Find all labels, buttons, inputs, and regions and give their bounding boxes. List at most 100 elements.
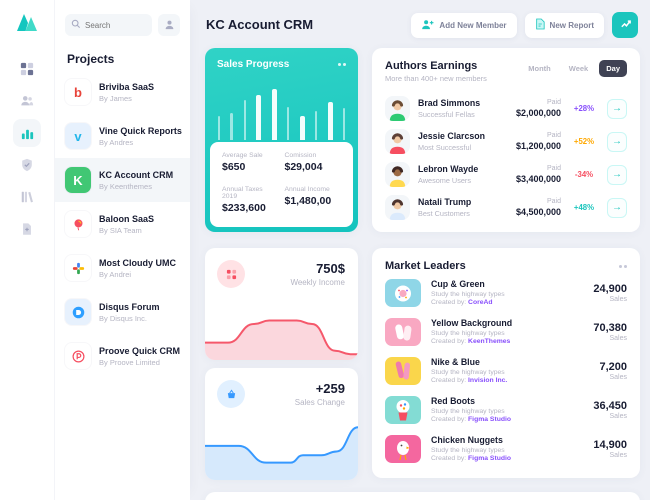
security-icon[interactable]	[13, 151, 41, 179]
project-item[interactable]: Baloon SaaS By SIA Team	[55, 202, 190, 246]
sales-bar	[256, 95, 262, 140]
app-logo-icon[interactable]	[14, 12, 40, 37]
partial-card	[205, 492, 640, 500]
sales-bar	[230, 113, 234, 140]
author-role: Successful Fellas	[418, 110, 475, 119]
weekly-income-label: Weekly Income	[290, 278, 345, 287]
tab-day[interactable]: Day	[599, 60, 627, 77]
sales-label: Sales	[609, 334, 627, 342]
sales-bar	[342, 108, 345, 140]
add-new-member-button[interactable]: Add New Member	[411, 12, 517, 38]
sales-bar	[287, 107, 290, 140]
period-tabs: Month Week Day	[521, 60, 627, 77]
stat-label: Average Sale	[222, 152, 263, 159]
author-row: Jessie Clarcson Most Successful Paid $1,…	[385, 125, 627, 158]
author-detail-button[interactable]: →	[607, 98, 627, 119]
project-owner: By Keenthemes	[99, 181, 152, 191]
product-name: Cup & Green	[431, 279, 485, 289]
product-description: Study the highway types	[431, 329, 505, 337]
project-logo-icon	[65, 255, 91, 281]
project-item[interactable]: K KC Account CRM By Keenthemes	[55, 158, 190, 202]
user-icon	[164, 18, 175, 33]
product-thumbnail	[385, 395, 421, 424]
author-detail-button[interactable]: →	[607, 197, 627, 218]
stat-label: Annual Taxes 2019	[222, 185, 263, 200]
project-item[interactable]: Proove Quick CRM By Proove Limited	[55, 334, 190, 378]
author-row: Brad Simmons Successful Fellas Paid $2,0…	[385, 92, 627, 125]
sales-stat: Average Sale $650	[222, 152, 279, 177]
product-created-by: Created by: Figma Studio	[431, 455, 512, 462]
product-description: Study the highway types	[431, 290, 505, 298]
tab-month[interactable]: Month	[528, 64, 551, 73]
sales-label: Sales	[609, 451, 627, 459]
project-item[interactable]: Most Cloudy UMC By Andrei	[55, 246, 190, 290]
sales-change-label: Sales Change	[294, 398, 345, 407]
product-author-link[interactable]: Figma Studio	[468, 455, 512, 462]
market-leader-row[interactable]: Red Boots Study the highway types Create…	[385, 391, 627, 428]
sales-label: Sales	[609, 412, 627, 420]
author-detail-button[interactable]: →	[607, 131, 627, 152]
search-input[interactable]	[85, 20, 146, 30]
product-created-by: Created by: CoreAd	[431, 299, 493, 306]
new-report-button[interactable]: New Report	[524, 12, 604, 38]
project-item[interactable]: v Vine Quick Reports By Andres	[55, 114, 190, 158]
search-input-wrap	[65, 14, 152, 36]
tab-week[interactable]: Week	[568, 64, 589, 73]
sales-change-value: +259	[315, 381, 345, 396]
author-name: Brad Simmons	[418, 98, 481, 108]
chart-report-button[interactable]	[612, 12, 638, 38]
author-row: Natali Trump Best Customers Paid $4,500,…	[385, 191, 627, 224]
project-owner: By SIA Team	[99, 225, 142, 235]
project-owner: By James	[99, 93, 132, 103]
project-name: Vine Quick Reports	[99, 125, 182, 136]
stat-value: $650	[222, 161, 246, 173]
product-name: Red Boots	[431, 396, 475, 406]
product-created-by: Created by: KeenThemes	[431, 338, 511, 345]
product-author-link[interactable]: Figma Studio	[468, 416, 512, 423]
product-created-by: Created by: Figma Studio	[431, 416, 512, 423]
project-logo-icon	[65, 343, 91, 369]
arrow-right-icon: →	[612, 135, 622, 147]
market-leader-row[interactable]: Nike & Blue Study the highway types Crea…	[385, 352, 627, 389]
author-detail-button[interactable]: →	[607, 164, 627, 185]
product-author-link[interactable]: Invision Inc.	[468, 377, 508, 384]
market-leader-rows: Cup & Green Study the highway types Crea…	[385, 274, 627, 467]
sales-value: 70,380	[593, 321, 627, 334]
project-list: b Briviba SaaS By James v Vine Quick Repo…	[55, 70, 190, 378]
new-file-icon[interactable]	[13, 215, 41, 243]
author-role: Most Successful	[418, 143, 472, 152]
user-button[interactable]	[158, 14, 180, 36]
sales-bar	[315, 111, 318, 140]
market-leader-row[interactable]: Yellow Background Study the highway type…	[385, 313, 627, 350]
project-logo-icon: b	[65, 79, 91, 105]
sales-label: Sales	[609, 373, 627, 381]
project-name: KC Account CRM	[99, 169, 174, 180]
market-leader-row[interactable]: Chicken Nuggets Study the highway types …	[385, 430, 627, 467]
product-description: Study the highway types	[431, 407, 505, 415]
sales-value: 7,200	[599, 360, 627, 373]
product-created-by: Created by: Invision Inc.	[431, 377, 508, 384]
paid-label: Paid	[546, 99, 561, 106]
project-name: Proove Quick CRM	[99, 345, 181, 356]
users-icon[interactable]	[13, 87, 41, 115]
market-leader-row[interactable]: Cup & Green Study the highway types Crea…	[385, 274, 627, 311]
user-plus-icon	[421, 19, 434, 32]
project-name: Disqus Forum	[99, 301, 160, 312]
project-item[interactable]: b Briviba SaaS By James	[55, 70, 190, 114]
product-author-link[interactable]: KeenThemes	[468, 338, 511, 345]
projects-heading: Projects	[67, 52, 115, 66]
avatar	[385, 96, 410, 121]
analytics-icon[interactable]	[13, 119, 41, 147]
paid-amount: $2,000,000	[515, 108, 561, 118]
chart-arrow-icon	[619, 17, 632, 33]
product-author-link[interactable]: CoreAd	[468, 299, 493, 306]
weekly-income-value: 750$	[316, 261, 345, 276]
options-menu-icon[interactable]	[618, 264, 627, 268]
paid-amount: $1,200,000	[515, 141, 561, 151]
product-description: Study the highway types	[431, 368, 505, 376]
dashboard-icon[interactable]	[13, 55, 41, 83]
library-icon[interactable]	[13, 183, 41, 211]
project-item[interactable]: Disqus Forum By Disqus Inc.	[55, 290, 190, 334]
options-menu-icon[interactable]	[337, 63, 346, 66]
